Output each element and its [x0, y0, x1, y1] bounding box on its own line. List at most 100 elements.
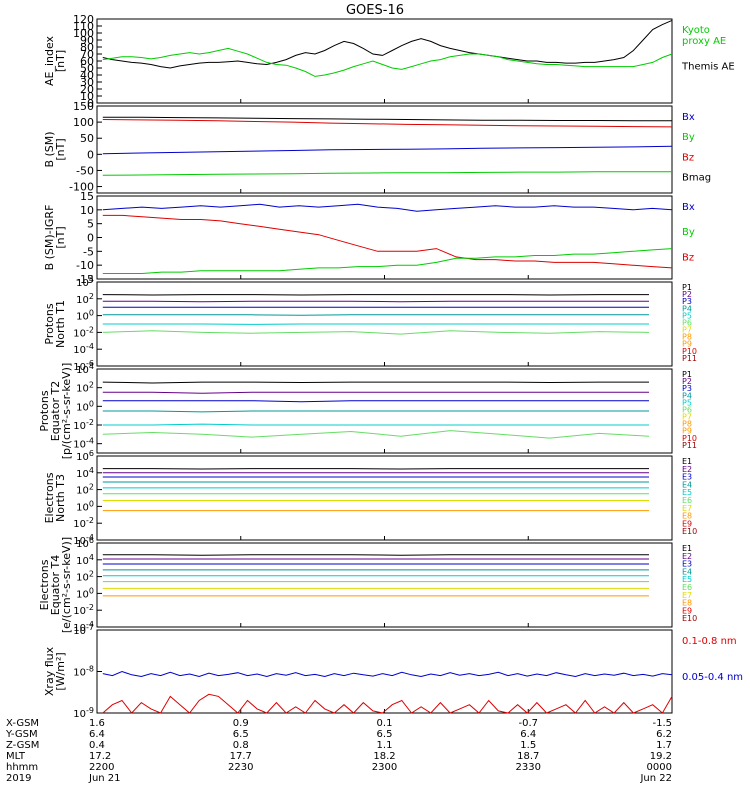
legend-e10: E10: [682, 614, 697, 623]
footer-row-label: 2019: [6, 773, 31, 784]
y-tick-label: 100: [73, 116, 94, 129]
series-p3: [103, 401, 649, 402]
series-0-1-0-8-nm: [103, 694, 672, 713]
series-by: [103, 249, 672, 274]
legend-entry: Bx: [682, 112, 695, 123]
y-tick-label: 104: [76, 362, 94, 376]
y-tick-label: 100: [76, 309, 94, 323]
y-tick-label: 5: [87, 218, 94, 231]
y-tick-label: 10-2: [73, 418, 94, 432]
series-bz: [103, 215, 672, 268]
legend-entry: By: [682, 227, 695, 238]
footer-value: 0.9: [233, 718, 249, 729]
series-p1: [103, 382, 649, 383]
footer-value: 1.5: [520, 740, 536, 751]
footer-value: 18.7: [517, 751, 539, 762]
footer-value: 18.2: [373, 751, 395, 762]
y-axis-label: Xray flux[W/m²]: [43, 646, 67, 696]
footer-value: 1.6: [89, 718, 105, 729]
legend-entry: 0.05-0.4 nm: [682, 672, 743, 683]
footer-value: 2330: [516, 762, 541, 773]
y-tick-label: -5: [83, 245, 94, 258]
series-p6: [103, 331, 649, 334]
y-tick-label: 102: [76, 483, 94, 497]
footer-value: 1.7: [656, 740, 672, 751]
footer-value: Jun 22: [639, 773, 672, 784]
footer-value: 6.2: [656, 729, 672, 740]
legend-p11: P11: [682, 354, 697, 363]
y-tick-label: 106: [76, 449, 94, 463]
panel-frame-7: [97, 543, 672, 627]
y-tick-label: 102: [76, 292, 94, 306]
footer-row-label: Y-GSM: [5, 729, 38, 740]
series-p2: [103, 392, 649, 393]
y-axis-label: ElectronsNorth T3: [43, 472, 67, 523]
y-axis-label: B (SM)[nT]: [43, 131, 67, 167]
y-tick-label: 104: [76, 553, 94, 567]
y-tick-label: 0: [87, 148, 94, 161]
y-tick-label: 10-8: [73, 665, 94, 679]
footer-value: 6.5: [233, 729, 249, 740]
y-tick-label: 104: [76, 275, 94, 289]
series-0-05-0-4-nm: [103, 672, 672, 677]
y-tick-label: 102: [76, 381, 94, 395]
y-tick-label: 50: [80, 132, 94, 145]
y-axis-label: AE_index[nT]: [43, 35, 67, 86]
footer-value: -0.7: [518, 718, 538, 729]
y-axis-label: ProtonsNorth T1: [43, 300, 67, 348]
y-tick-label: 104: [76, 466, 94, 480]
footer-row-label: hhmm: [6, 762, 38, 773]
footer-row-label: Z-GSM: [6, 740, 39, 751]
y-tick-label: 10-2: [73, 603, 94, 617]
y-tick-label: -50: [76, 164, 94, 177]
footer-value: 0.4: [89, 740, 105, 751]
footer-value: 19.2: [650, 751, 672, 762]
legend-entry: By: [682, 132, 695, 143]
page-title: GOES-16: [346, 3, 404, 18]
footer-value: 0.1: [377, 718, 393, 729]
y-tick-label: -10: [76, 259, 94, 272]
y-tick-label: 10-4: [73, 342, 94, 356]
panel-frame-1: [97, 19, 672, 103]
legend-entry: Themis AE: [681, 62, 735, 73]
y-axis-label: B (SM)-IGRF[nT]: [43, 205, 67, 271]
y-tick-label: 0: [87, 232, 94, 245]
legend-entry: Bz: [682, 152, 694, 163]
legend-e10: E10: [682, 527, 697, 536]
series-p6: [103, 431, 649, 439]
series-bx: [103, 146, 672, 153]
y-tick-label: 100: [76, 399, 94, 413]
y-tick-label: 120: [73, 13, 94, 26]
y-tick-label: 150: [73, 100, 94, 113]
y-tick-label: 100: [76, 499, 94, 513]
y-tick-label: 10-2: [73, 325, 94, 339]
series-p4: [103, 411, 649, 412]
footer-value: 1.1: [377, 740, 393, 751]
series-p5: [103, 424, 649, 425]
footer-value: -1.5: [652, 718, 672, 729]
y-axis-label: ProtonsEquator T2[p/(cm²-s-sr-keV)]: [38, 363, 73, 460]
series-by: [103, 172, 672, 176]
footer-value: 0.8: [233, 740, 249, 751]
y-tick-label: 102: [76, 570, 94, 584]
legend-p11: P11: [682, 441, 697, 450]
legend-entry: Bz: [682, 252, 694, 263]
footer-value: 6.5: [377, 729, 393, 740]
footer-row-label: MLT: [6, 751, 26, 762]
footer-value: 17.7: [230, 751, 252, 762]
y-tick-label: 10: [80, 204, 94, 217]
legend-entry: Bx: [682, 202, 695, 213]
footer-value: 2200: [89, 762, 114, 773]
legend-entry: Bmag: [682, 173, 711, 184]
series-themis-ae: [103, 20, 672, 68]
series-bx: [103, 204, 672, 211]
y-tick-label: 10-7: [73, 623, 94, 637]
y-tick-label: 10-2: [73, 516, 94, 530]
footer-value: 17.2: [89, 751, 111, 762]
footer-value: 2230: [228, 762, 253, 773]
y-axis-label: ElectronsEquator T4[e/(cm²-s-sr-keV)]: [38, 537, 73, 633]
y-tick-label: 15: [80, 190, 94, 203]
